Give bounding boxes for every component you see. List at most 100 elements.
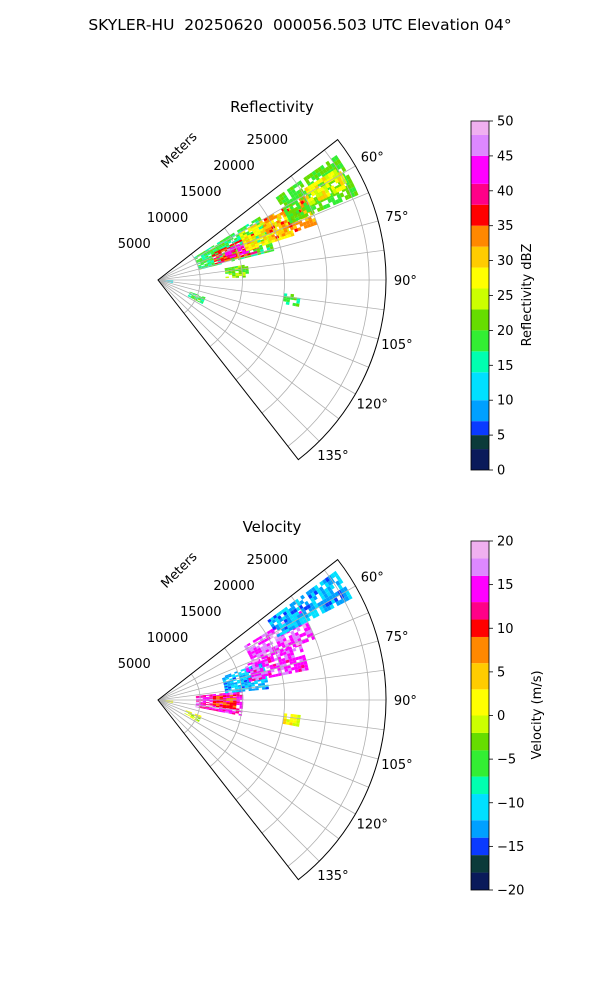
echo-cell (272, 663, 277, 667)
echo-cell (322, 168, 328, 174)
echo-cell (202, 296, 206, 299)
range-tick-label: 25000 (247, 133, 288, 148)
echo-cell (280, 666, 285, 671)
echo-cell (282, 660, 287, 665)
echo-cell (256, 250, 261, 253)
echo-cell (303, 605, 309, 611)
echo-cell (209, 697, 213, 699)
echo-cell (292, 636, 298, 641)
echo-cell (288, 670, 293, 675)
echo-cell (221, 260, 225, 263)
echo-cell (286, 214, 291, 219)
colorbar-tick-label: 15 (497, 578, 514, 593)
echo-cell (248, 679, 253, 682)
echo-cell (274, 624, 280, 629)
echo-cell (232, 675, 236, 679)
echo-cell (247, 252, 251, 256)
echo-cell (296, 627, 301, 632)
echo-cell (278, 636, 283, 641)
echo-cell (216, 702, 220, 704)
azimuth-spoke (157, 669, 385, 701)
echo-cell (215, 247, 220, 250)
echo-cell (232, 273, 236, 275)
echo-cell (213, 257, 217, 260)
echo-cell (345, 174, 351, 180)
echo-cell (271, 239, 276, 243)
echo-cell (290, 193, 295, 199)
echo-cell (219, 702, 223, 704)
echo-cell (245, 239, 250, 243)
echo-cell (330, 162, 336, 169)
echo-cell (205, 255, 209, 258)
echo-cell (281, 672, 286, 676)
echo-cell (206, 702, 210, 704)
echo-cell (305, 630, 310, 636)
echo-cell (226, 702, 230, 704)
echo-cell (287, 233, 292, 238)
echo-cell (273, 214, 278, 219)
echo-cell (271, 674, 276, 678)
echo-cell (295, 723, 300, 727)
colorbar-segment (471, 732, 489, 751)
echo-cell (283, 713, 288, 717)
echo-cell (240, 246, 245, 250)
echo-cell (222, 702, 227, 704)
echo-cell (207, 251, 211, 255)
echo-cell (226, 703, 230, 706)
echo-cell (312, 595, 318, 601)
echo-cell (291, 667, 295, 671)
echo-cell (281, 608, 286, 614)
echo-cell (259, 246, 264, 250)
echo-cell (229, 255, 234, 259)
echo-cell (235, 272, 239, 275)
echo-cell (232, 704, 237, 706)
echo-cell (256, 229, 261, 234)
echo-cell (288, 209, 293, 215)
echo-cell (235, 240, 240, 244)
echo-cell (216, 241, 221, 245)
echo-cell (265, 222, 270, 226)
echo-cell (223, 256, 228, 260)
echo-cell (220, 248, 224, 251)
echo-cell (327, 198, 333, 204)
echo-cell (223, 698, 227, 700)
echo-cell (294, 669, 299, 673)
echo-cell (224, 267, 229, 270)
echo-cell (292, 196, 297, 201)
azimuth-tick-label: 120° (357, 398, 388, 413)
echo-cell (218, 245, 223, 249)
echo-cell (187, 295, 191, 298)
echo-cell (263, 237, 268, 241)
echo-cell (212, 708, 216, 710)
echo-cell (282, 718, 287, 722)
echo-cell (226, 682, 231, 685)
echo-cell (296, 300, 300, 304)
echo-cell (285, 671, 289, 675)
echo-cell (299, 195, 305, 201)
echo-cell (240, 682, 245, 685)
echo-cell (247, 243, 252, 247)
echo-cell (234, 687, 239, 690)
echo-cell (169, 701, 173, 703)
echo-cell (316, 188, 322, 194)
echo-cell (242, 239, 246, 243)
echo-cell (287, 230, 292, 235)
echo-cell (285, 609, 291, 614)
echo-cell (244, 266, 249, 269)
echo-cell (237, 237, 242, 241)
velocity-panel: Velocity Meters 5000 10000 15000 20000 25000… (118, 518, 545, 899)
echo-cell (288, 607, 293, 613)
echo-cell (301, 214, 306, 219)
echo-cell (232, 707, 237, 710)
azimuth-spoke (157, 585, 356, 701)
echo-cell (202, 257, 206, 260)
echo-cell (262, 650, 267, 654)
echo-cell (202, 701, 207, 703)
echo-cell (319, 186, 325, 192)
echo-cell (266, 630, 272, 635)
echo-cell (279, 639, 284, 644)
echo-cell (189, 291, 193, 294)
echo-cell (269, 634, 274, 639)
echo-cell (244, 235, 249, 239)
echo-cell (305, 220, 310, 225)
